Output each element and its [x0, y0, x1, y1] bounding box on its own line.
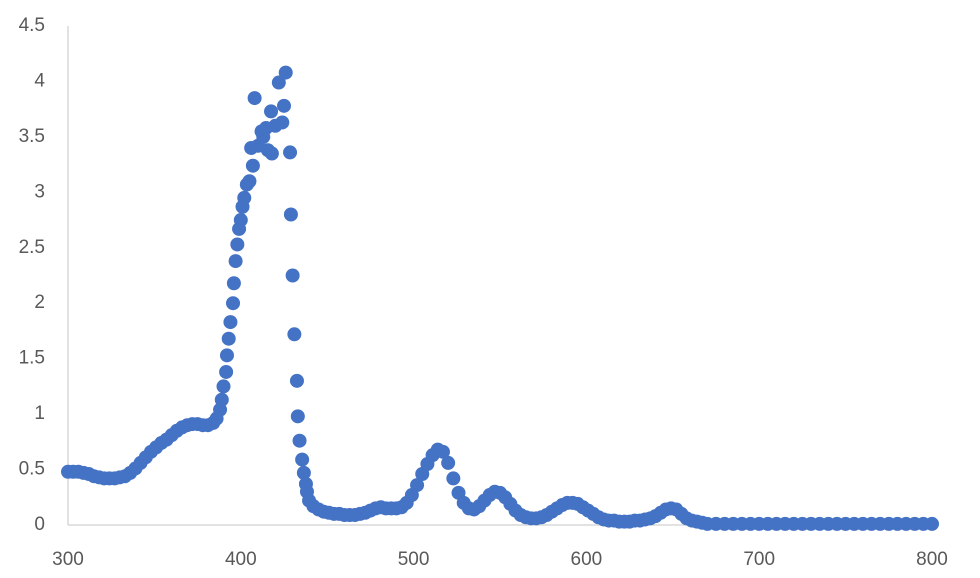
y-tick-label: 4: [34, 70, 45, 91]
x-tick-label: 300: [52, 549, 84, 570]
y-tick-label: 0.5: [19, 459, 45, 480]
point: [441, 455, 456, 470]
point: [221, 331, 236, 346]
x-tick-label: 400: [225, 549, 257, 570]
point: [285, 268, 300, 283]
y-tick-label: 4.5: [19, 15, 45, 36]
point: [214, 392, 229, 407]
x-tick-label: 500: [398, 549, 430, 570]
point: [283, 145, 298, 160]
y-tick-label: 3.5: [19, 126, 45, 147]
point: [287, 327, 302, 342]
point: [446, 471, 461, 486]
point: [410, 478, 425, 493]
point: [237, 190, 252, 205]
point: [283, 207, 298, 222]
y-tick-label: 3: [34, 181, 45, 202]
x-tick-label: 800: [916, 549, 948, 570]
y-tick-label: 2.5: [19, 237, 45, 258]
point: [219, 348, 234, 363]
point: [230, 237, 245, 252]
point: [247, 91, 262, 106]
y-tick-label: 2: [34, 292, 45, 313]
point: [219, 364, 234, 379]
point: [242, 174, 257, 189]
point: [245, 158, 260, 173]
y-tick-label: 0: [34, 514, 45, 535]
point: [275, 115, 290, 130]
point: [290, 409, 305, 424]
point: [925, 516, 939, 531]
point: [278, 65, 293, 80]
x-tick-label: 600: [571, 549, 603, 570]
point: [264, 104, 279, 119]
point: [277, 98, 291, 113]
point: [292, 433, 307, 448]
point: [223, 315, 238, 330]
point: [226, 296, 241, 311]
y-tick-label: 1: [34, 403, 45, 424]
point: [264, 146, 279, 161]
point: [289, 373, 304, 388]
y-tick-label: 1.5: [19, 348, 45, 369]
point: [271, 75, 286, 90]
point: [296, 465, 311, 480]
point: [216, 379, 231, 394]
point: [295, 452, 310, 467]
point: [435, 444, 450, 459]
point: [226, 276, 241, 291]
x-tick-label: 700: [743, 549, 775, 570]
point: [228, 254, 243, 269]
point: [233, 213, 248, 228]
